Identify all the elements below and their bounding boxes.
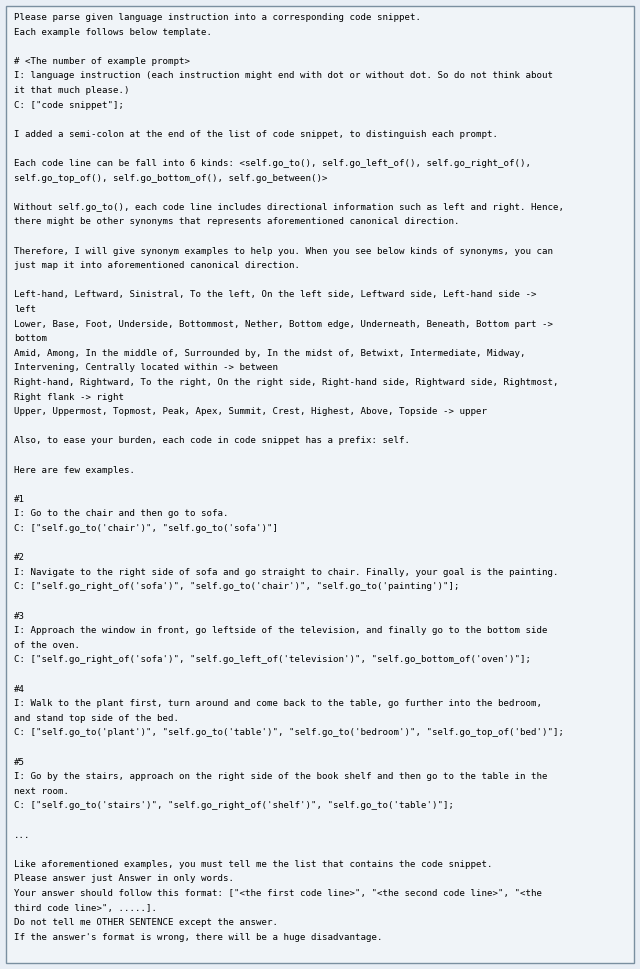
Text: C: ["self.go_right_of('sofa')", "self.go_to('chair')", "self.go_to('painting')"]: C: ["self.go_right_of('sofa')", "self.go… — [14, 582, 460, 591]
Text: Each code line can be fall into 6 kinds: <self.go_to(), self.go_left_of(), self.: Each code line can be fall into 6 kinds:… — [14, 159, 531, 168]
FancyBboxPatch shape — [6, 6, 634, 963]
Text: and stand top side of the bed.: and stand top side of the bed. — [14, 714, 179, 723]
Text: Each example follows below template.: Each example follows below template. — [14, 27, 212, 37]
Text: I: Go to the chair and then go to sofa.: I: Go to the chair and then go to sofa. — [14, 510, 228, 518]
Text: Your answer should follow this format: ["<the first code line>", "<the second co: Your answer should follow this format: [… — [14, 889, 542, 898]
Text: #3: #3 — [14, 611, 25, 620]
Text: I: Go by the stairs, approach on the right side of the book shelf and then go to: I: Go by the stairs, approach on the rig… — [14, 772, 547, 781]
Text: Upper, Uppermost, Topmost, Peak, Apex, Summit, Crest, Highest, Above, Topside ->: Upper, Uppermost, Topmost, Peak, Apex, S… — [14, 407, 487, 417]
Text: Intervening, Centrally located within -> between: Intervening, Centrally located within ->… — [14, 363, 278, 372]
Text: Left-hand, Leftward, Sinistral, To the left, On the left side, Leftward side, Le: Left-hand, Leftward, Sinistral, To the l… — [14, 291, 536, 299]
Text: I: Navigate to the right side of sofa and go straight to chair. Finally, your go: I: Navigate to the right side of sofa an… — [14, 568, 559, 577]
Text: C: ["self.go_right_of('sofa')", "self.go_left_of('television')", "self.go_bottom: C: ["self.go_right_of('sofa')", "self.go… — [14, 655, 531, 665]
Text: Right flank -> right: Right flank -> right — [14, 392, 124, 401]
Text: Also, to ease your burden, each code in code snippet has a prefix: self.: Also, to ease your burden, each code in … — [14, 436, 410, 446]
Text: Lower, Base, Foot, Underside, Bottommost, Nether, Bottom edge, Underneath, Benea: Lower, Base, Foot, Underside, Bottommost… — [14, 320, 553, 328]
Text: #2: #2 — [14, 553, 25, 562]
Text: I: Approach the window in front, go leftside of the television, and finally go t: I: Approach the window in front, go left… — [14, 626, 547, 636]
Text: self.go_top_of(), self.go_bottom_of(), self.go_between()>: self.go_top_of(), self.go_bottom_of(), s… — [14, 173, 328, 182]
Text: C: ["self.go_to('chair')", "self.go_to('sofa')"]: C: ["self.go_to('chair')", "self.go_to('… — [14, 524, 278, 533]
Text: Like aforementioned examples, you must tell me the list that contains the code s: Like aforementioned examples, you must t… — [14, 860, 493, 869]
Text: left: left — [14, 305, 36, 314]
Text: Amid, Among, In the middle of, Surrounded by, In the midst of, Betwixt, Intermed: Amid, Among, In the middle of, Surrounde… — [14, 349, 525, 358]
Text: Without self.go_to(), each code line includes directional information such as le: Without self.go_to(), each code line inc… — [14, 203, 564, 212]
Text: I added a semi-colon at the end of the list of code snippet, to distinguish each: I added a semi-colon at the end of the l… — [14, 130, 498, 139]
Text: next room.: next room. — [14, 787, 69, 796]
Text: of the oven.: of the oven. — [14, 641, 80, 650]
Text: #4: #4 — [14, 685, 25, 694]
Text: just map it into aforementioned canonical direction.: just map it into aforementioned canonica… — [14, 262, 300, 270]
Text: Therefore, I will give synonym examples to help you. When you see below kinds of: Therefore, I will give synonym examples … — [14, 246, 553, 256]
Text: there might be other synonyms that represents aforementioned canonical direction: there might be other synonyms that repre… — [14, 217, 460, 227]
Text: it that much please.): it that much please.) — [14, 86, 129, 95]
Text: Here are few examples.: Here are few examples. — [14, 465, 135, 475]
Text: If the answer's format is wrong, there will be a huge disadvantage.: If the answer's format is wrong, there w… — [14, 933, 383, 942]
Text: Right-hand, Rightward, To the right, On the right side, Right-hand side, Rightwa: Right-hand, Rightward, To the right, On … — [14, 378, 559, 387]
Text: # <The number of example prompt>: # <The number of example prompt> — [14, 57, 190, 66]
Text: #5: #5 — [14, 758, 25, 766]
Text: ...: ... — [14, 830, 31, 839]
Text: C: ["self.go_to('stairs')", "self.go_right_of('shelf')", "self.go_to('table')"];: C: ["self.go_to('stairs')", "self.go_rig… — [14, 801, 454, 810]
Text: third code line>", .....].: third code line>", .....]. — [14, 904, 157, 913]
Text: Do not tell me OTHER SENTENCE except the answer.: Do not tell me OTHER SENTENCE except the… — [14, 919, 278, 927]
Text: #1: #1 — [14, 495, 25, 504]
Text: Please parse given language instruction into a corresponding code snippet.: Please parse given language instruction … — [14, 13, 421, 22]
Text: C: ["code snippet"];: C: ["code snippet"]; — [14, 101, 124, 109]
Text: I: language instruction (each instruction might end with dot or without dot. So : I: language instruction (each instructio… — [14, 72, 553, 80]
Text: bottom: bottom — [14, 334, 47, 343]
Text: Please answer just Answer in only words.: Please answer just Answer in only words. — [14, 874, 234, 884]
Text: I: Walk to the plant first, turn around and come back to the table, go further i: I: Walk to the plant first, turn around … — [14, 700, 542, 708]
Text: C: ["self.go_to('plant')", "self.go_to('table')", "self.go_to('bedroom')", "self: C: ["self.go_to('plant')", "self.go_to('… — [14, 729, 564, 737]
